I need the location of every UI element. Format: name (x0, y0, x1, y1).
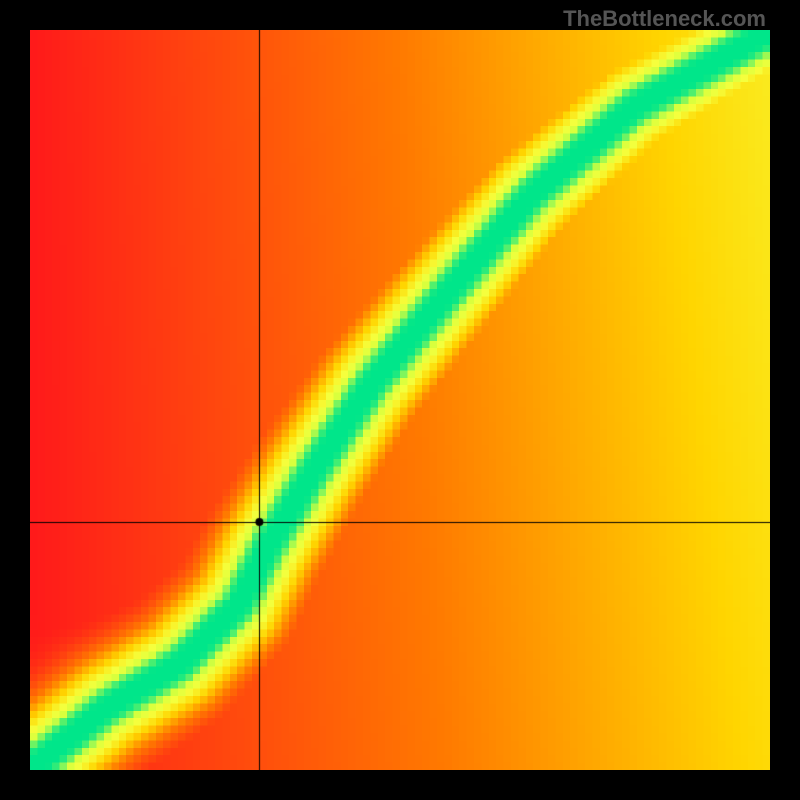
watermark-text: TheBottleneck.com (563, 6, 766, 32)
crosshair-overlay (30, 30, 770, 770)
chart-container: TheBottleneck.com (0, 0, 800, 800)
